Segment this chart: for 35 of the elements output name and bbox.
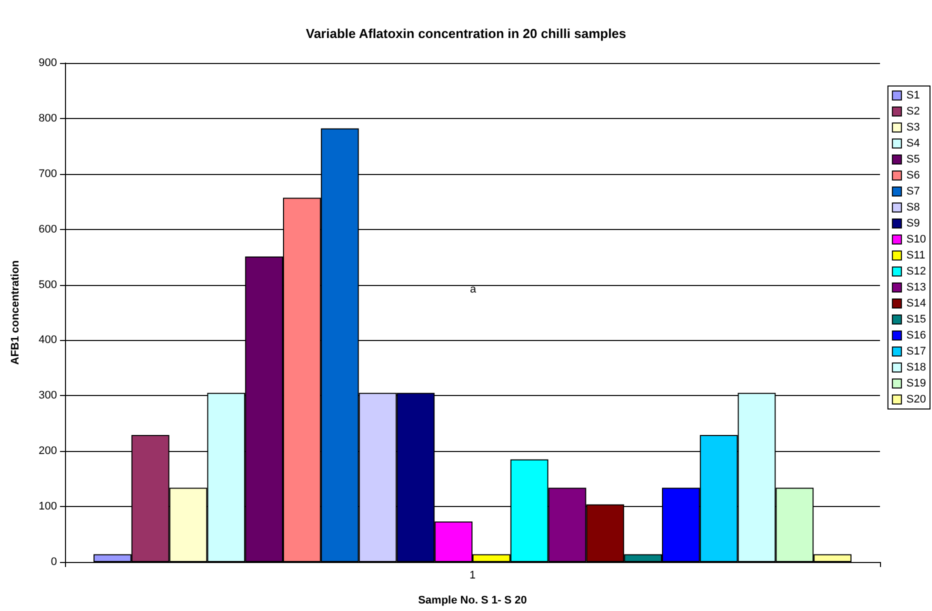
legend-label: S8 xyxy=(906,202,920,214)
x-tick-label: 1 xyxy=(469,570,476,582)
legend-label: S16 xyxy=(906,330,926,342)
legend-label: S18 xyxy=(906,362,926,374)
y-axis-title: AFB1 concentration xyxy=(10,260,22,365)
legend-label: S3 xyxy=(906,122,920,134)
x-axis-title: Sample No. S 1- S 20 xyxy=(418,594,527,606)
y-tick-label: 0 xyxy=(50,556,57,568)
legend-label: S14 xyxy=(906,298,926,310)
legend-label: S10 xyxy=(906,234,926,246)
chart-title: Variable Aflatoxin concentration in 20 chilli samples xyxy=(306,26,626,41)
y-tick-label: 700 xyxy=(38,168,57,180)
y-tick-label: 400 xyxy=(38,334,57,346)
y-tick-label: 200 xyxy=(38,445,57,458)
legend-label: S1 xyxy=(906,90,920,102)
legend-label: S17 xyxy=(906,346,926,358)
legend-label: S20 xyxy=(906,394,926,406)
y-tick-label: 600 xyxy=(38,223,57,236)
legend-label: S19 xyxy=(906,378,926,390)
legend-label: S12 xyxy=(906,266,926,278)
legend-label: S9 xyxy=(906,218,920,230)
y-tick-label: 900 xyxy=(38,57,57,69)
legend-label: S4 xyxy=(906,138,920,150)
legend-label: S11 xyxy=(906,250,926,262)
annotation: a xyxy=(470,284,477,296)
legend-label: S7 xyxy=(906,186,920,198)
y-tick-label: 500 xyxy=(38,278,57,291)
y-tick-label: 300 xyxy=(38,390,57,402)
legend-label: S13 xyxy=(906,282,926,294)
legend-label: S6 xyxy=(906,170,920,182)
legend-label: S5 xyxy=(906,154,920,166)
y-tick-label: 100 xyxy=(38,500,57,513)
legend-label: S2 xyxy=(906,106,920,118)
legend-label: S15 xyxy=(906,314,926,326)
y-tick-label: 800 xyxy=(38,112,57,124)
